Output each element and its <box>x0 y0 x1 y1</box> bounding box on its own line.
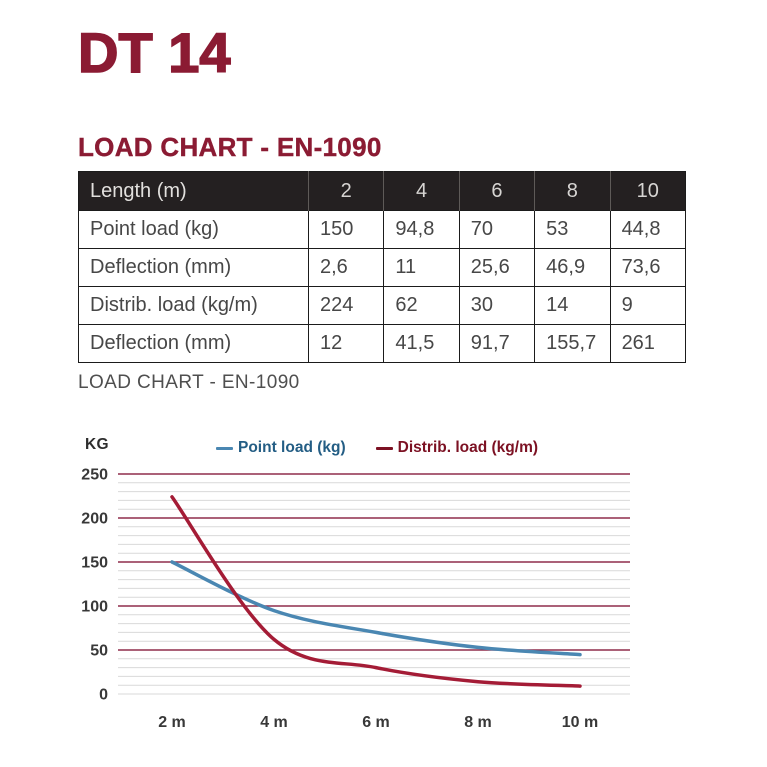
y-tick-label: 250 <box>81 467 108 484</box>
table-row-deflection-1: Deflection (mm) 2,6 11 25,6 46,9 73,6 <box>78 248 687 287</box>
chart-legend: Point load (kg) Distrib. load (kg/m) <box>216 439 538 457</box>
table-cell: 46,9 <box>534 248 611 287</box>
chart-caption: LOAD CHART - EN-1090 <box>78 372 300 393</box>
chart-canvas: 0 50 100 150 200 250 2 m 4 m 6 m 8 m 10 m <box>81 467 630 731</box>
legend-label-distrib-load: Distrib. load (kg/m) <box>397 439 539 456</box>
y-tick-label: 200 <box>81 511 108 528</box>
series-line-0 <box>170 560 582 657</box>
table-cell: 25,6 <box>458 248 536 287</box>
table-row-point-load: Point load (kg) 150 94,8 70 53 44,8 <box>78 210 687 249</box>
table-cell: 70 <box>458 210 536 249</box>
page-title: DT 14 <box>77 20 231 85</box>
table-cell: 62 <box>383 286 460 325</box>
table-header-col-6: 6 <box>459 171 536 211</box>
table-header-col-8: 8 <box>534 171 611 211</box>
table-cell: 9 <box>609 286 687 325</box>
x-tick-label: 4 m <box>260 714 288 731</box>
table-cell: 2,6 <box>307 248 385 287</box>
x-tick-label: 2 m <box>158 714 186 731</box>
table-cell: 94,8 <box>383 210 460 249</box>
x-tick-label: 6 m <box>362 714 390 731</box>
table-row-distrib-load: Distrib. load (kg/m) 224 62 30 14 9 <box>78 286 687 325</box>
x-tick-label: 8 m <box>464 714 492 731</box>
table-header-row: Length (m) 2 4 6 8 10 <box>78 171 686 211</box>
x-tick-label: 10 m <box>562 714 598 731</box>
table-cell: 53 <box>534 210 611 249</box>
table-cell: 150 <box>307 210 385 249</box>
table-header-length: Length (m) <box>78 171 309 211</box>
legend-dash-point-load-icon <box>216 446 233 450</box>
legend-dash-distrib-load-icon <box>375 446 393 450</box>
load-chart-table: Length (m) 2 4 6 8 10 Point load (kg) 15… <box>78 171 687 363</box>
series-line-1 <box>170 495 582 688</box>
table-cell: 261 <box>609 324 687 363</box>
table-cell: 14 <box>534 286 611 325</box>
table-cell: 91,7 <box>458 324 536 363</box>
table-cell: 155,7 <box>534 324 611 363</box>
legend-label-point-load: Point load (kg) <box>238 439 346 456</box>
table-header-col-4: 4 <box>383 171 460 211</box>
section-heading: LOAD CHART - EN-1090 <box>78 132 382 162</box>
y-tick-label: 0 <box>99 687 108 704</box>
table-cell: 73,6 <box>609 248 687 287</box>
table-cell: 30 <box>458 286 536 325</box>
table-header-col-2: 2 <box>308 171 385 211</box>
table-header-col-10: 10 <box>610 171 686 211</box>
table-cell: 41,5 <box>383 324 460 363</box>
table-row-deflection-2: Deflection (mm) 12 41,5 91,7 155,7 261 <box>78 324 687 363</box>
y-axis-title: KG <box>85 436 109 453</box>
table-cell: 224 <box>307 286 385 325</box>
row-label: Deflection (mm) <box>78 248 309 287</box>
row-label: Distrib. load (kg/m) <box>78 286 309 325</box>
table-cell: 12 <box>307 324 385 363</box>
row-label: Deflection (mm) <box>78 324 309 363</box>
y-tick-label: 50 <box>90 643 108 660</box>
row-label: Point load (kg) <box>78 210 309 249</box>
load-line-chart: KG Point load (kg) Distrib. load (kg/m) … <box>0 430 767 767</box>
y-tick-label: 100 <box>81 599 108 616</box>
y-tick-label: 150 <box>81 555 108 572</box>
table-cell: 44,8 <box>609 210 687 249</box>
table-cell: 11 <box>383 248 460 287</box>
